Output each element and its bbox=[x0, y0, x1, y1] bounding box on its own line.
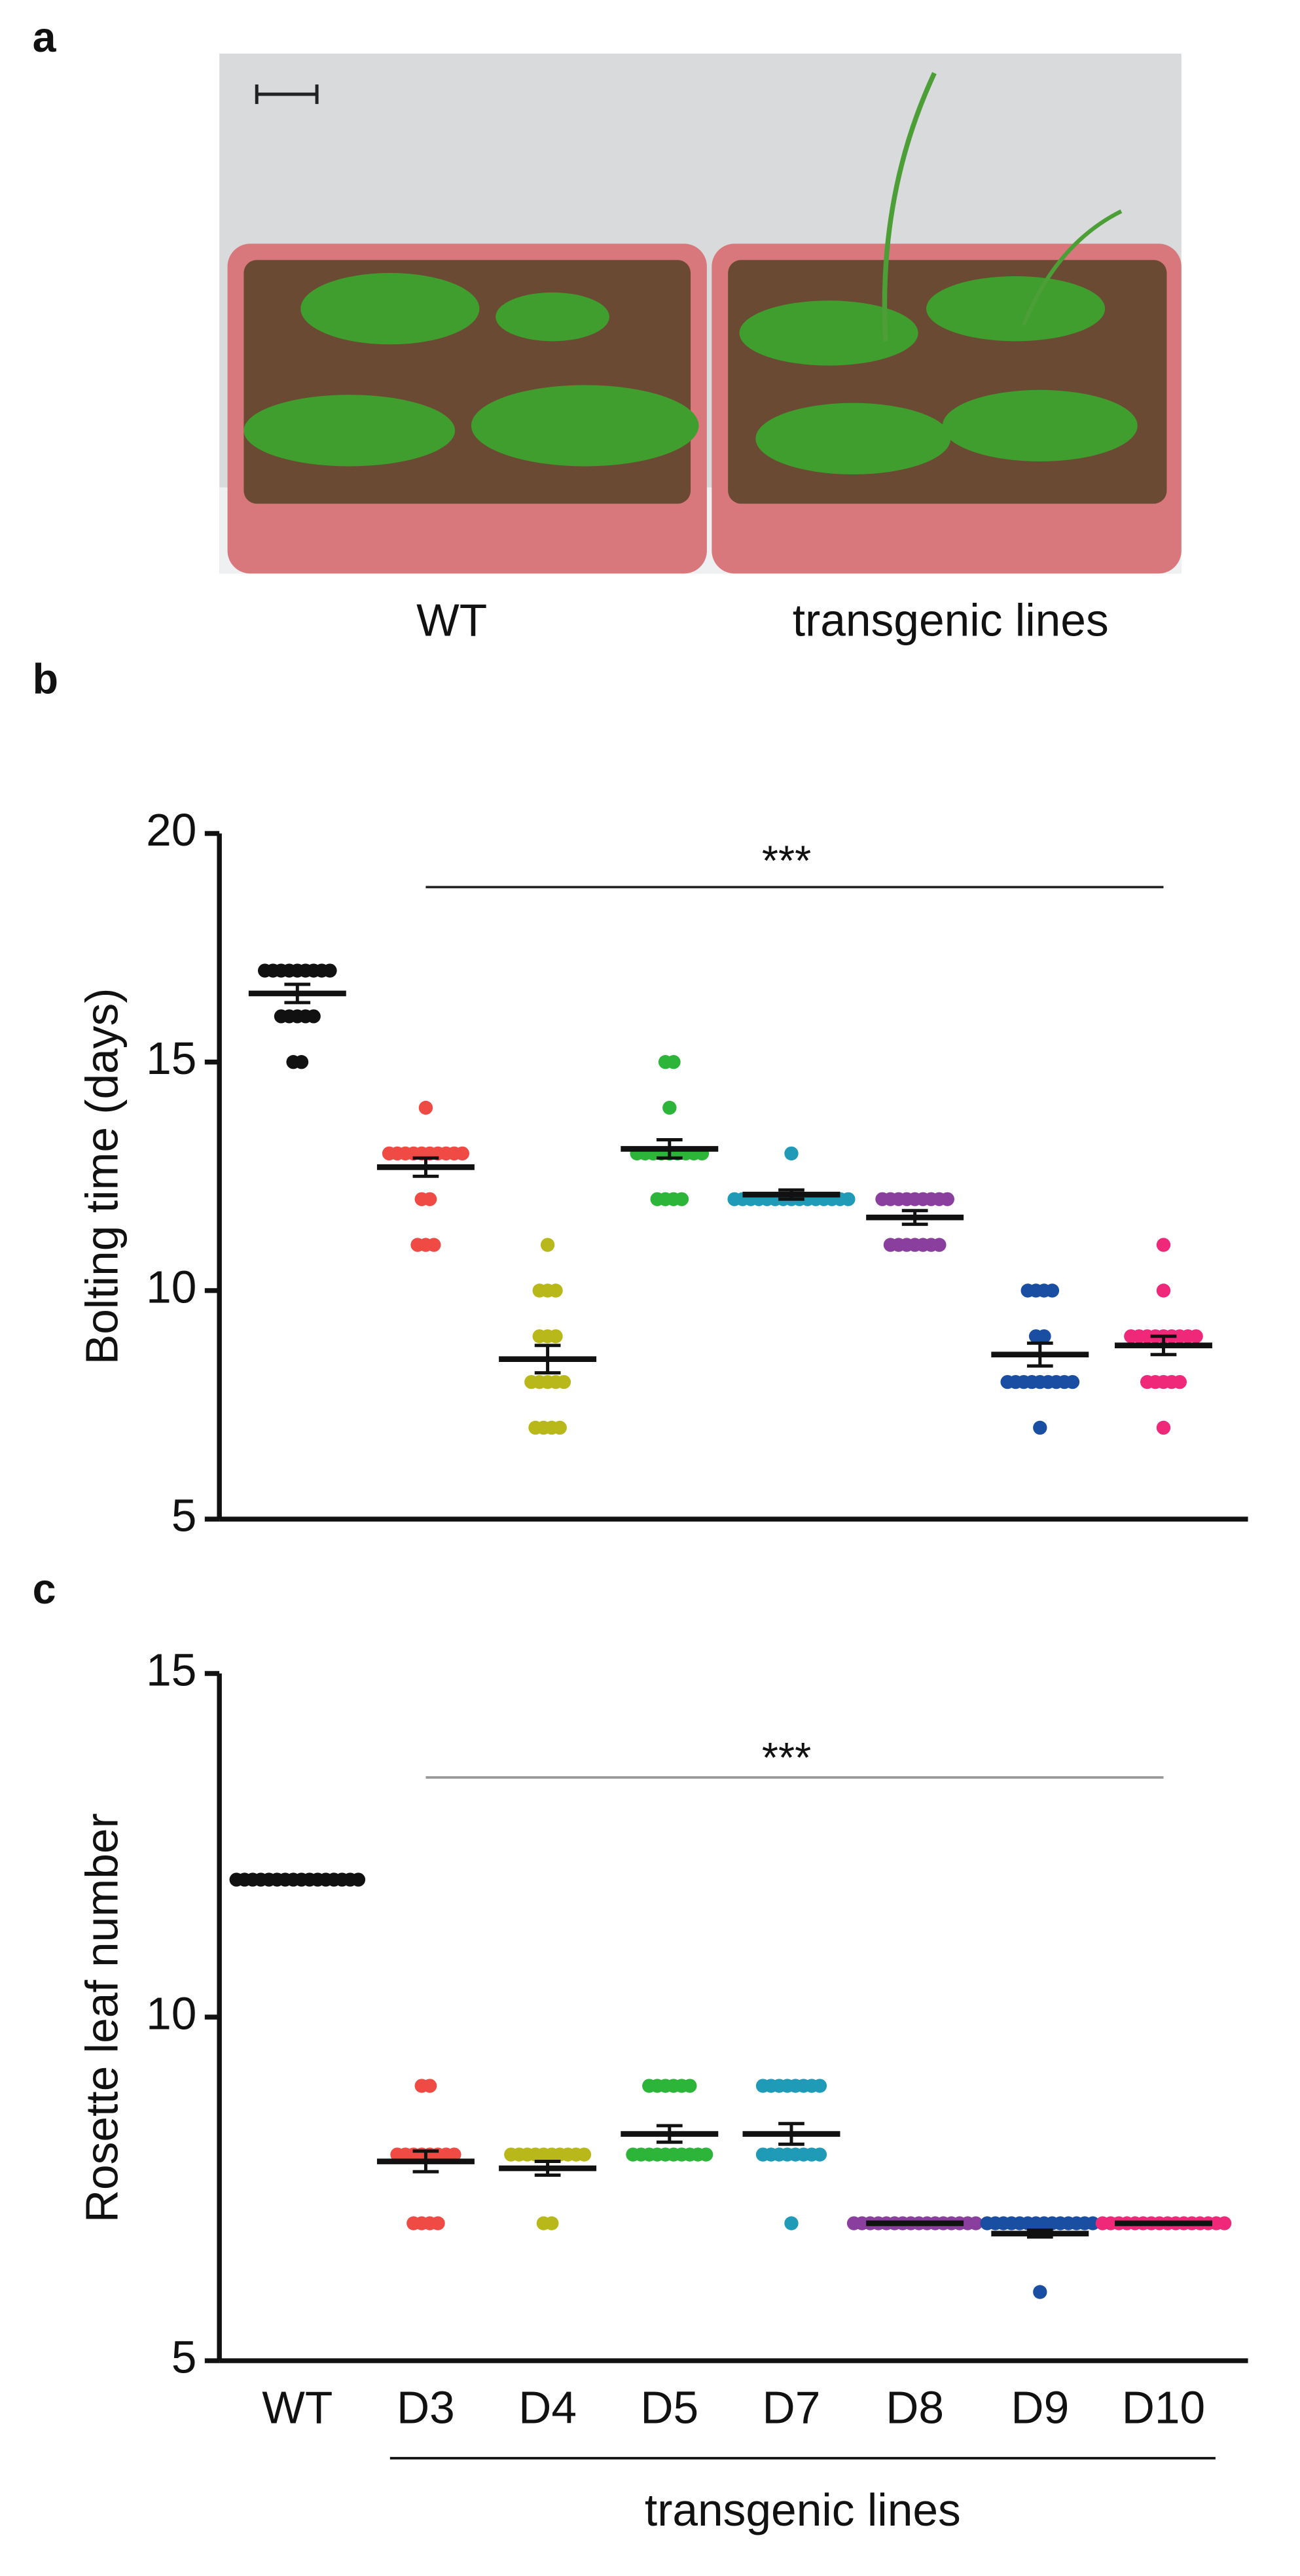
data-point bbox=[1217, 2216, 1232, 2230]
y-tick-label: 15 bbox=[146, 1644, 196, 1695]
x-axis-label: transgenic lines bbox=[645, 2484, 961, 2535]
data-point bbox=[556, 1374, 571, 1389]
data-point bbox=[427, 1238, 441, 1252]
y-axis-label: Rosette leaf number bbox=[77, 1813, 128, 2223]
panel-label: c bbox=[33, 1565, 56, 1613]
x-tick-label: D7 bbox=[763, 2382, 821, 2433]
data-point bbox=[812, 2147, 827, 2162]
y-tick-label: 15 bbox=[146, 1033, 196, 1084]
data-point bbox=[683, 2079, 697, 2093]
photo-label: WT bbox=[416, 595, 487, 646]
y-tick-label: 10 bbox=[146, 1261, 196, 1312]
x-tick-label: D5 bbox=[640, 2382, 698, 2433]
data-point bbox=[294, 1055, 309, 1069]
data-point bbox=[455, 1146, 469, 1161]
data-point bbox=[418, 1100, 433, 1115]
data-point bbox=[1156, 1238, 1171, 1252]
annotation: *** bbox=[762, 838, 811, 885]
data-point bbox=[841, 1192, 856, 1206]
data-point bbox=[431, 2216, 445, 2230]
data-point bbox=[540, 1238, 555, 1252]
photo-label: transgenic lines bbox=[793, 595, 1109, 646]
annotation: *** bbox=[762, 1734, 811, 1781]
panel-label: a bbox=[33, 14, 57, 61]
data-point bbox=[549, 1283, 563, 1298]
data-point bbox=[1033, 1420, 1047, 1435]
x-tick-label: D9 bbox=[1011, 2382, 1069, 2433]
data-point bbox=[447, 2147, 461, 2162]
data-point bbox=[1156, 1420, 1171, 1435]
data-point bbox=[698, 2147, 713, 2162]
y-tick-label: 10 bbox=[146, 1988, 196, 2039]
data-point bbox=[577, 2147, 592, 2162]
x-tick-label: D3 bbox=[397, 2382, 455, 2433]
y-axis-label: Bolting time (days) bbox=[77, 988, 128, 1365]
data-point bbox=[306, 1009, 321, 1024]
y-tick-label: 5 bbox=[172, 1490, 197, 1541]
data-point bbox=[662, 1100, 677, 1115]
x-tick-label: D10 bbox=[1122, 2382, 1206, 2433]
x-tick-label: D4 bbox=[518, 2382, 577, 2433]
y-tick-label: 5 bbox=[172, 2331, 197, 2382]
data-point bbox=[351, 1872, 366, 1887]
x-tick-label: D8 bbox=[886, 2382, 944, 2433]
data-point bbox=[666, 1055, 681, 1069]
data-point bbox=[552, 1420, 567, 1435]
data-point bbox=[1037, 1329, 1051, 1344]
data-point bbox=[1045, 1283, 1060, 1298]
panel-label: b bbox=[33, 656, 58, 703]
data-point bbox=[549, 1329, 563, 1344]
data-point bbox=[422, 2079, 437, 2093]
data-point bbox=[1189, 1329, 1203, 1344]
data-point bbox=[1156, 1283, 1171, 1298]
photo bbox=[219, 53, 1182, 574]
data-point bbox=[323, 963, 337, 978]
data-point bbox=[1085, 2216, 1100, 2230]
data-point bbox=[674, 1192, 689, 1206]
data-point bbox=[812, 2079, 827, 2093]
data-point bbox=[1033, 2285, 1047, 2299]
data-point bbox=[545, 2216, 559, 2230]
data-point bbox=[422, 1192, 437, 1206]
data-point bbox=[1172, 1374, 1187, 1389]
data-point bbox=[1065, 1374, 1080, 1389]
x-tick-label: WT bbox=[262, 2382, 333, 2433]
data-point bbox=[969, 2216, 983, 2230]
y-tick-label: 20 bbox=[146, 804, 196, 855]
data-point bbox=[784, 2216, 799, 2230]
data-point bbox=[784, 1146, 799, 1161]
data-point bbox=[940, 1192, 954, 1206]
data-point bbox=[932, 1238, 947, 1252]
